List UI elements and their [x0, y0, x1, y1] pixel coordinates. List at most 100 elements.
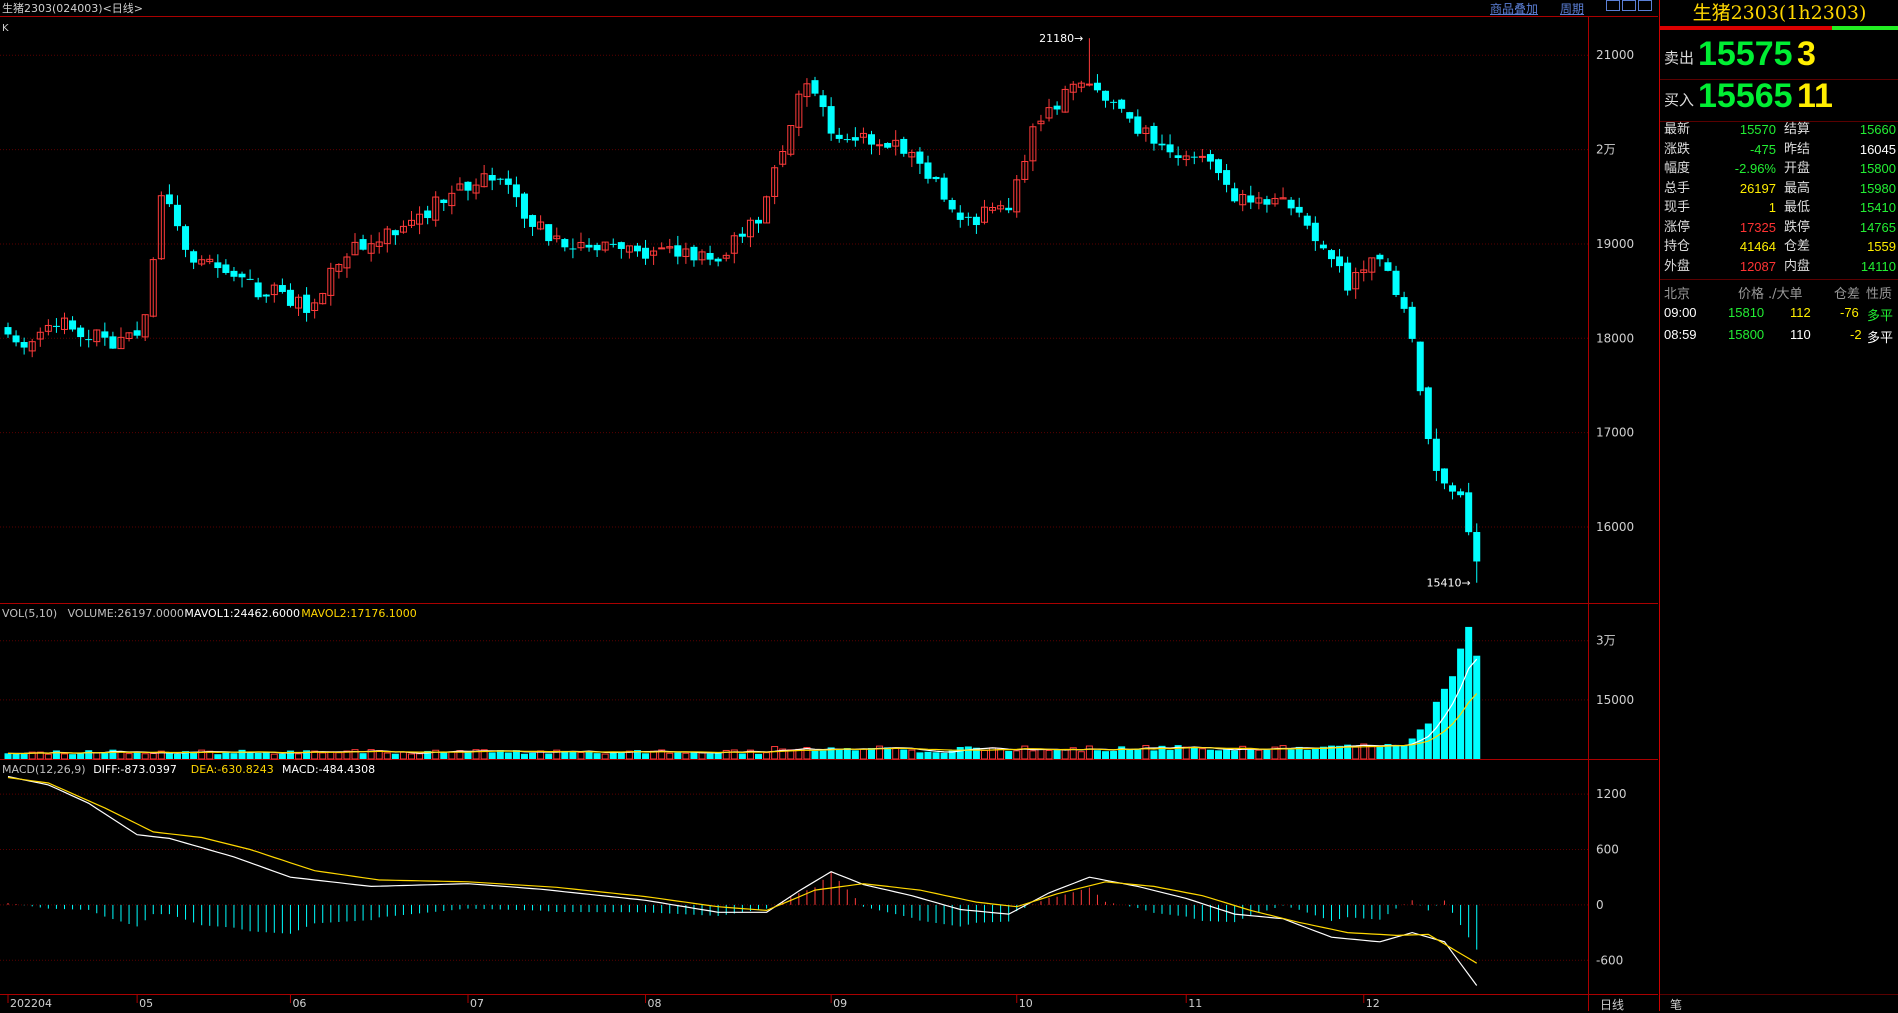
candle-body	[561, 239, 569, 248]
window-icon[interactable]	[1622, 0, 1636, 11]
layout-icon[interactable]	[1606, 0, 1620, 11]
vol-bar	[706, 753, 714, 759]
candle	[948, 197, 956, 213]
candle-body	[811, 80, 819, 94]
candle-body	[1432, 438, 1440, 471]
stat-left-7: 外盘 12087	[1664, 257, 1776, 276]
vol-bar	[1303, 749, 1311, 759]
stat-right-2: 开盘 15800	[1784, 159, 1896, 178]
candle	[480, 164, 488, 188]
candle	[1061, 85, 1069, 113]
candle	[1303, 212, 1311, 230]
fullscreen-icon[interactable]	[1638, 0, 1652, 11]
x-tick-label: 06	[292, 997, 306, 1010]
candle-body	[157, 195, 165, 260]
candle-body	[1069, 83, 1077, 93]
candle	[1158, 134, 1166, 151]
candle-body	[4, 327, 12, 335]
candle-body	[1045, 107, 1053, 119]
vol-bar	[714, 753, 722, 759]
vol-bar	[1158, 745, 1166, 759]
candle-body	[1037, 120, 1045, 125]
quote-panel: 生猪2303(1h2303) 卖出 15575 3 买入 15565 11 最新…	[1659, 0, 1898, 1012]
candle-body	[714, 258, 722, 262]
candle	[77, 325, 85, 347]
candle-body	[335, 264, 343, 272]
candle-body	[1223, 170, 1231, 185]
candle-body	[1190, 156, 1198, 158]
vol-bar	[1085, 745, 1093, 760]
candle	[117, 327, 125, 350]
tick-price: 15800	[1728, 327, 1765, 342]
overlay-link[interactable]: 商品叠加	[1490, 2, 1539, 16]
period-link[interactable]: 周期	[1560, 2, 1585, 16]
candle	[1384, 258, 1392, 272]
vol-bar	[1408, 738, 1416, 759]
vol-bar	[1239, 745, 1247, 760]
candle-body	[884, 142, 892, 148]
period-tab[interactable]: 日线	[1600, 998, 1625, 1012]
candle-body	[1142, 127, 1150, 135]
candle-body	[529, 215, 537, 227]
candle	[230, 266, 238, 282]
candle	[520, 192, 528, 228]
candle	[141, 314, 149, 342]
candle	[827, 97, 835, 141]
tick-volume: 112	[1790, 305, 1811, 320]
candle-body	[989, 206, 997, 211]
candle	[763, 195, 771, 224]
candle	[262, 293, 270, 303]
vol-bar	[1416, 729, 1424, 759]
tick-row: 09:00 15810 112 -76 多平	[1660, 302, 1898, 324]
candle-body	[1408, 306, 1416, 339]
vol-bar	[980, 749, 988, 760]
candle	[553, 227, 561, 243]
candle	[908, 149, 916, 168]
candle-body	[133, 330, 141, 336]
candle-body	[609, 243, 617, 245]
candle	[1424, 386, 1432, 445]
candle-body	[480, 173, 488, 188]
candle	[1134, 109, 1142, 137]
candle-body	[682, 248, 690, 257]
stat-label: 仓差	[1784, 239, 1811, 254]
vol-bar	[997, 748, 1005, 760]
tab-bi[interactable]: 笔	[1670, 998, 1683, 1012]
stat-value: 1	[1768, 200, 1776, 215]
candle-body	[464, 181, 472, 191]
stat-value: 16045	[1859, 141, 1896, 157]
candle	[1287, 196, 1295, 216]
tick-header-price: 价格	[1738, 287, 1765, 302]
candle-body	[1255, 197, 1263, 204]
candle	[149, 257, 157, 318]
candle-body	[141, 314, 149, 338]
vol-bar	[270, 753, 278, 760]
candle	[1215, 158, 1222, 181]
vol-bar	[133, 751, 141, 759]
vol-bar	[335, 752, 343, 760]
candle	[1352, 267, 1360, 299]
macd-y-tick: 1200	[1596, 787, 1627, 801]
candle-body	[504, 178, 512, 185]
candle-body	[343, 256, 351, 269]
candle	[60, 312, 68, 335]
vol-bar	[1037, 748, 1045, 760]
candle-body	[448, 192, 456, 207]
vol-bar	[1319, 746, 1327, 759]
vol-bar	[940, 752, 948, 759]
candle-body	[85, 339, 93, 341]
candle	[254, 277, 262, 300]
vol-bar	[666, 752, 674, 760]
low-annotation: 15410→	[1427, 577, 1471, 590]
candle	[932, 176, 940, 183]
stat-label: 总手	[1664, 180, 1691, 196]
vol-y-tick: 15000	[1596, 693, 1634, 707]
candle	[133, 321, 141, 339]
vol-bar	[1287, 749, 1295, 759]
stat-value: -2.96%	[1734, 161, 1776, 176]
candle	[714, 257, 722, 267]
candle-body	[214, 262, 222, 269]
sell-quote[interactable]: 卖出 15575 3	[1660, 31, 1898, 80]
vol-bar	[359, 753, 367, 759]
buy-quote[interactable]: 买入 15565 11	[1660, 73, 1898, 122]
